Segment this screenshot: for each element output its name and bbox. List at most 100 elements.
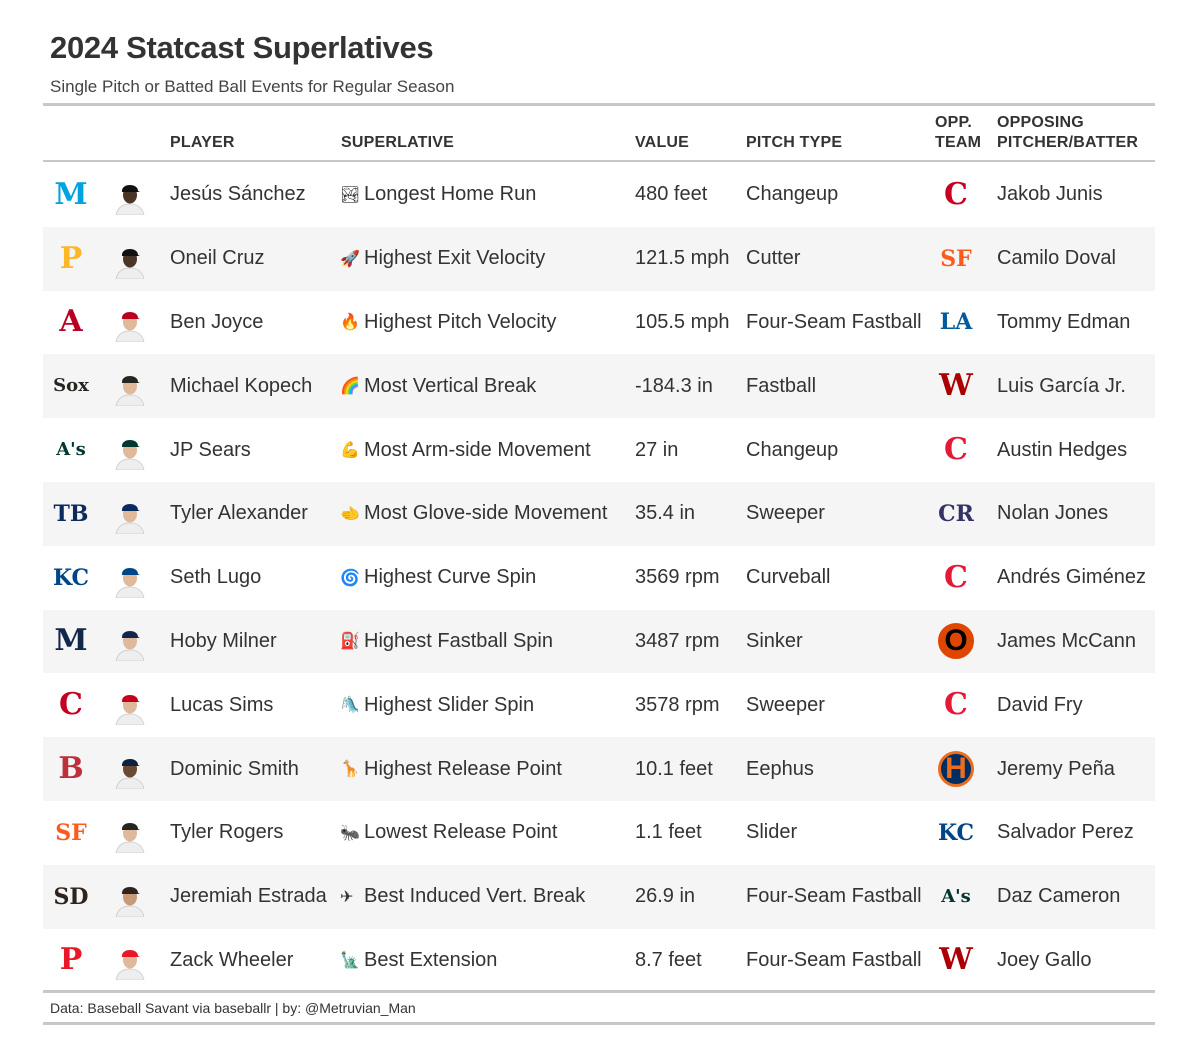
team-logo-cell: Sox	[48, 354, 94, 418]
player-name: Seth Lugo	[170, 566, 262, 589]
source-note: Data: Baseball Savant via baseballr | by…	[50, 1000, 416, 1016]
table-row: M Hoby Milner ⛽ Highest Fastball Spin 3487 r…	[43, 609, 1155, 674]
header-opposing-line1: OPPOSING	[997, 114, 1084, 131]
superlative: 🚀 Highest Exit Velocity	[340, 227, 545, 291]
opp-team-logo-cell: W	[933, 929, 979, 993]
headshot-cell	[107, 610, 153, 674]
pitch-type: Fastball	[746, 374, 817, 397]
value: 35.4 in	[635, 502, 696, 525]
opposing-player: Joey Gallo	[997, 948, 1092, 971]
superlative-emoji-icon: 🦒	[340, 761, 360, 779]
superlative-emoji-icon: 🚀	[340, 250, 360, 268]
chart-subtitle: Single Pitch or Batted Ball Events for R…	[50, 77, 455, 96]
opposing-player: David Fry	[997, 693, 1083, 716]
header-pitch-type: PITCH TYPE	[746, 134, 843, 151]
superlative-text: Best Extension	[364, 948, 498, 971]
opp-team-logo-cell: CR	[933, 482, 979, 546]
superlative-text: Most Arm-side Movement	[364, 438, 591, 461]
superlative-text: Lowest Release Point	[364, 821, 558, 844]
opposing-player: Jakob Junis	[997, 183, 1103, 206]
table-row: A's JP Sears 💪 Most Arm-side Movement 27 in C…	[43, 418, 1155, 482]
player-headshot	[115, 248, 145, 279]
superlative-emoji-icon: 🔥	[340, 314, 360, 332]
superlative-emoji-icon: 🌀	[340, 569, 360, 587]
superlative-text: Highest Fastball Spin	[364, 629, 553, 652]
pitch-type: Eephus	[746, 757, 814, 780]
headshot-cell	[107, 673, 153, 737]
opp-team-logo-icon: C	[944, 432, 968, 468]
team-logo-cell: B	[48, 737, 94, 801]
superlative-emoji-icon: 💪	[340, 442, 360, 460]
pitch-type: Four-Seam Fastball	[746, 885, 922, 908]
headshot-cell	[107, 418, 153, 482]
superlative: 🌈 Most Vertical Break	[340, 354, 536, 418]
opp-team-logo-icon: LA	[939, 309, 973, 336]
team-logo-cell: P	[48, 227, 94, 291]
team-logo-icon: P	[59, 942, 83, 978]
superlative-text: Best Induced Vert. Break	[364, 885, 586, 908]
opp-team-logo-cell: KC	[933, 801, 979, 865]
header-player: PLAYER	[170, 134, 235, 151]
pitch-type: Sinker	[746, 629, 803, 652]
header-opp-team-line1: OPP.	[935, 114, 972, 131]
team-logo-icon: A's	[56, 439, 86, 461]
opp-team-logo-icon: CR	[938, 500, 974, 527]
pitch-type: Sweeper	[746, 693, 825, 716]
superlative: 🌀 Highest Curve Spin	[340, 546, 536, 610]
team-logo-icon: SF	[55, 819, 87, 846]
superlative-text: Highest Slider Spin	[364, 693, 535, 716]
pitch-type: Changeup	[746, 183, 839, 206]
headshot-cell	[107, 291, 153, 355]
player-name: Oneil Cruz	[170, 247, 265, 270]
opposing-player: Luis García Jr.	[997, 374, 1126, 397]
headshot-cell	[107, 929, 153, 993]
opposing-player: Salvador Perez	[997, 821, 1134, 844]
superlative-text: Highest Exit Velocity	[364, 247, 546, 270]
team-logo-icon: A	[59, 304, 83, 340]
player-headshot	[115, 695, 145, 726]
table-row: P Oneil Cruz 🚀 Highest Exit Velocity 121.5 m…	[43, 226, 1155, 291]
opp-team-logo-icon: KC	[937, 819, 975, 846]
player-name: Tyler Rogers	[170, 821, 284, 844]
header-superlative: SUPERLATIVE	[341, 134, 455, 151]
opp-team-logo-icon: W	[939, 368, 973, 404]
table-row: M Jesús Sánchez 🏞 Longest Home Run 480 feet C…	[43, 163, 1155, 227]
team-logo-icon: M	[54, 623, 88, 659]
header-opposing: OPPOSING PITCHER/BATTER	[997, 113, 1138, 153]
pitch-type: Changeup	[746, 438, 839, 461]
player-headshot	[115, 312, 145, 343]
headshot-cell	[107, 354, 153, 418]
superlative-emoji-icon: ✈	[340, 888, 354, 906]
pitch-type: Cutter	[746, 247, 801, 270]
header-rule	[43, 160, 1155, 162]
final-rule	[43, 1022, 1155, 1025]
team-logo-cell: SD	[48, 865, 94, 929]
headshot-cell	[107, 801, 153, 865]
value: 105.5 mph	[635, 310, 730, 333]
header-value: VALUE	[635, 134, 690, 151]
team-logo-icon: TB	[53, 500, 89, 527]
player-headshot	[115, 503, 145, 534]
superlative: 🦒 Highest Release Point	[340, 737, 562, 801]
superlative-emoji-icon: 🌈	[340, 378, 360, 396]
player-headshot	[115, 950, 145, 981]
team-logo-icon: KC	[52, 564, 90, 591]
value: 1.1 feet	[635, 821, 702, 844]
bottom-rule	[43, 990, 1155, 993]
opp-team-logo-icon: C	[944, 687, 968, 723]
team-logo-cell: P	[48, 929, 94, 993]
player-name: Tyler Alexander	[170, 502, 308, 525]
opp-team-logo-icon: SF	[940, 245, 972, 272]
player-headshot	[115, 184, 145, 215]
header-opp-team-line2: TEAM	[935, 134, 982, 151]
value: 480 feet	[635, 183, 708, 206]
opposing-player: Nolan Jones	[997, 502, 1109, 525]
superlative: 💪 Most Arm-side Movement	[340, 418, 591, 482]
superlative-emoji-icon: 🫲	[340, 505, 360, 523]
table-row: P Zack Wheeler 🗽 Best Extension 8.7 feet Four…	[43, 929, 1155, 993]
opp-team-logo-icon: A's	[941, 885, 971, 907]
value: 3569 rpm	[635, 566, 720, 589]
superlative: 🛝 Highest Slider Spin	[340, 673, 534, 737]
superlative-text: Highest Curve Spin	[364, 566, 537, 589]
headshot-cell	[107, 163, 153, 227]
